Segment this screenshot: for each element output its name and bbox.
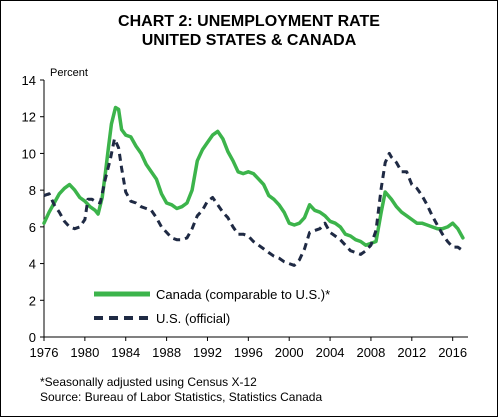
chart-title-block: CHART 2: UNEMPLOYMENT RATE UNITED STATES… — [0, 12, 498, 50]
y-tick-label: 6 — [29, 220, 36, 235]
y-tick-label: 2 — [29, 293, 36, 308]
x-tick-label: 1976 — [30, 345, 59, 360]
series-line-canada — [42, 105, 465, 247]
footnote-source: Source: Bureau of Labor Statistics, Stat… — [40, 390, 323, 404]
y-tick-label: 8 — [29, 183, 36, 198]
chart-subtitle: UNITED STATES & CANADA — [141, 32, 357, 49]
x-tick-label: 1980 — [70, 345, 99, 360]
y-tick-label: 4 — [29, 257, 36, 272]
y-tick-label: 14 — [22, 73, 36, 88]
x-tick-label: 1984 — [111, 345, 140, 360]
x-tick-label: 2012 — [397, 345, 426, 360]
x-tick-label: 2016 — [438, 345, 467, 360]
legend: Canada (comparable to U.S.)* U.S. (offici… — [94, 287, 330, 326]
y-tick-label: 12 — [22, 110, 36, 125]
x-tick-label: 1996 — [234, 345, 263, 360]
y-axis-unit-label: Percent — [50, 67, 88, 79]
x-tick-label: 1988 — [152, 345, 181, 360]
x-tick-label: 2004 — [316, 345, 345, 360]
series-line-us — [43, 137, 464, 267]
chart-title: CHART 2: UNEMPLOYMENT RATE — [118, 13, 380, 30]
footnote-note: *Seasonally adjusted using Census X-12 — [40, 375, 257, 389]
x-tick-label: 2008 — [356, 345, 385, 360]
series-layer — [42, 105, 465, 267]
x-tick-label: 2000 — [275, 345, 304, 360]
y-tick-label: 0 — [29, 330, 36, 345]
x-tick-label: 1992 — [193, 345, 222, 360]
axes: 0 2 4 6 8 10 12 14 1976 1980 1984 1988 1992 1996 2000 2… — [22, 67, 468, 360]
y-tick-label: 10 — [22, 146, 36, 161]
legend-label-us: U.S. (official) — [156, 311, 230, 326]
legend-label-canada: Canada (comparable to U.S.)* — [156, 287, 330, 302]
